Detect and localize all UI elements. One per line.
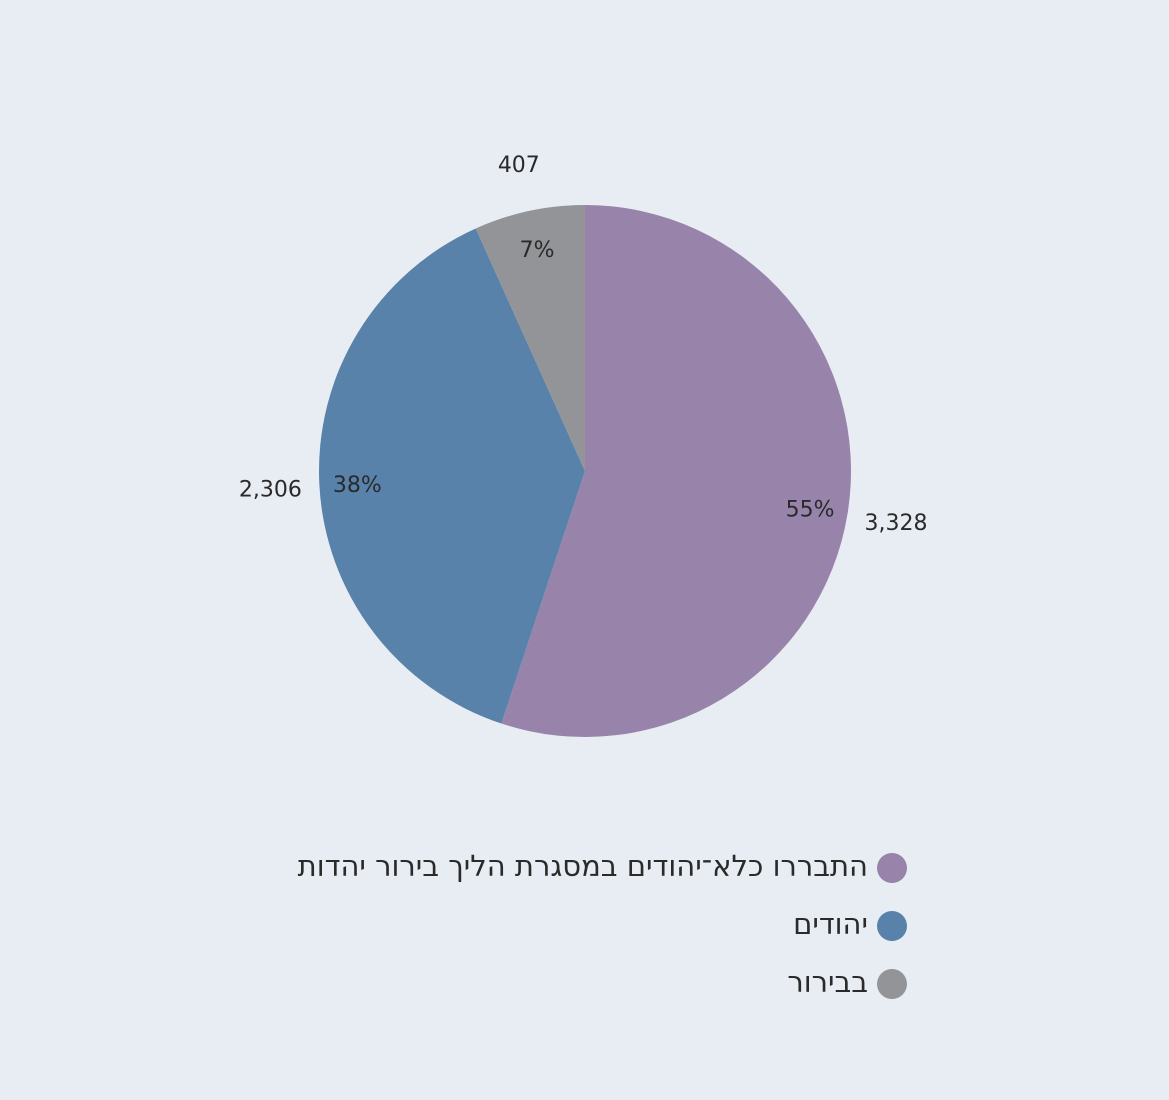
legend-label: התבררו כלא־יהודים במסגרת הליך בירור יהדו… xyxy=(298,849,868,883)
legend-label: בבירור xyxy=(787,965,868,999)
pie-slice xyxy=(501,205,851,738)
percent-label: 7% xyxy=(520,238,555,263)
legend-swatch xyxy=(877,911,907,941)
value-label: 2,306 xyxy=(239,477,302,502)
legend-swatch xyxy=(877,969,907,999)
legend-label: יהודים xyxy=(793,907,868,941)
value-label: 407 xyxy=(498,153,540,178)
pie-slice xyxy=(475,205,585,471)
percent-label: 38% xyxy=(333,473,382,498)
value-label: 3,328 xyxy=(864,511,927,536)
legend-swatch xyxy=(877,853,907,883)
pie-slice xyxy=(319,228,585,724)
percent-label: 55% xyxy=(786,497,835,522)
